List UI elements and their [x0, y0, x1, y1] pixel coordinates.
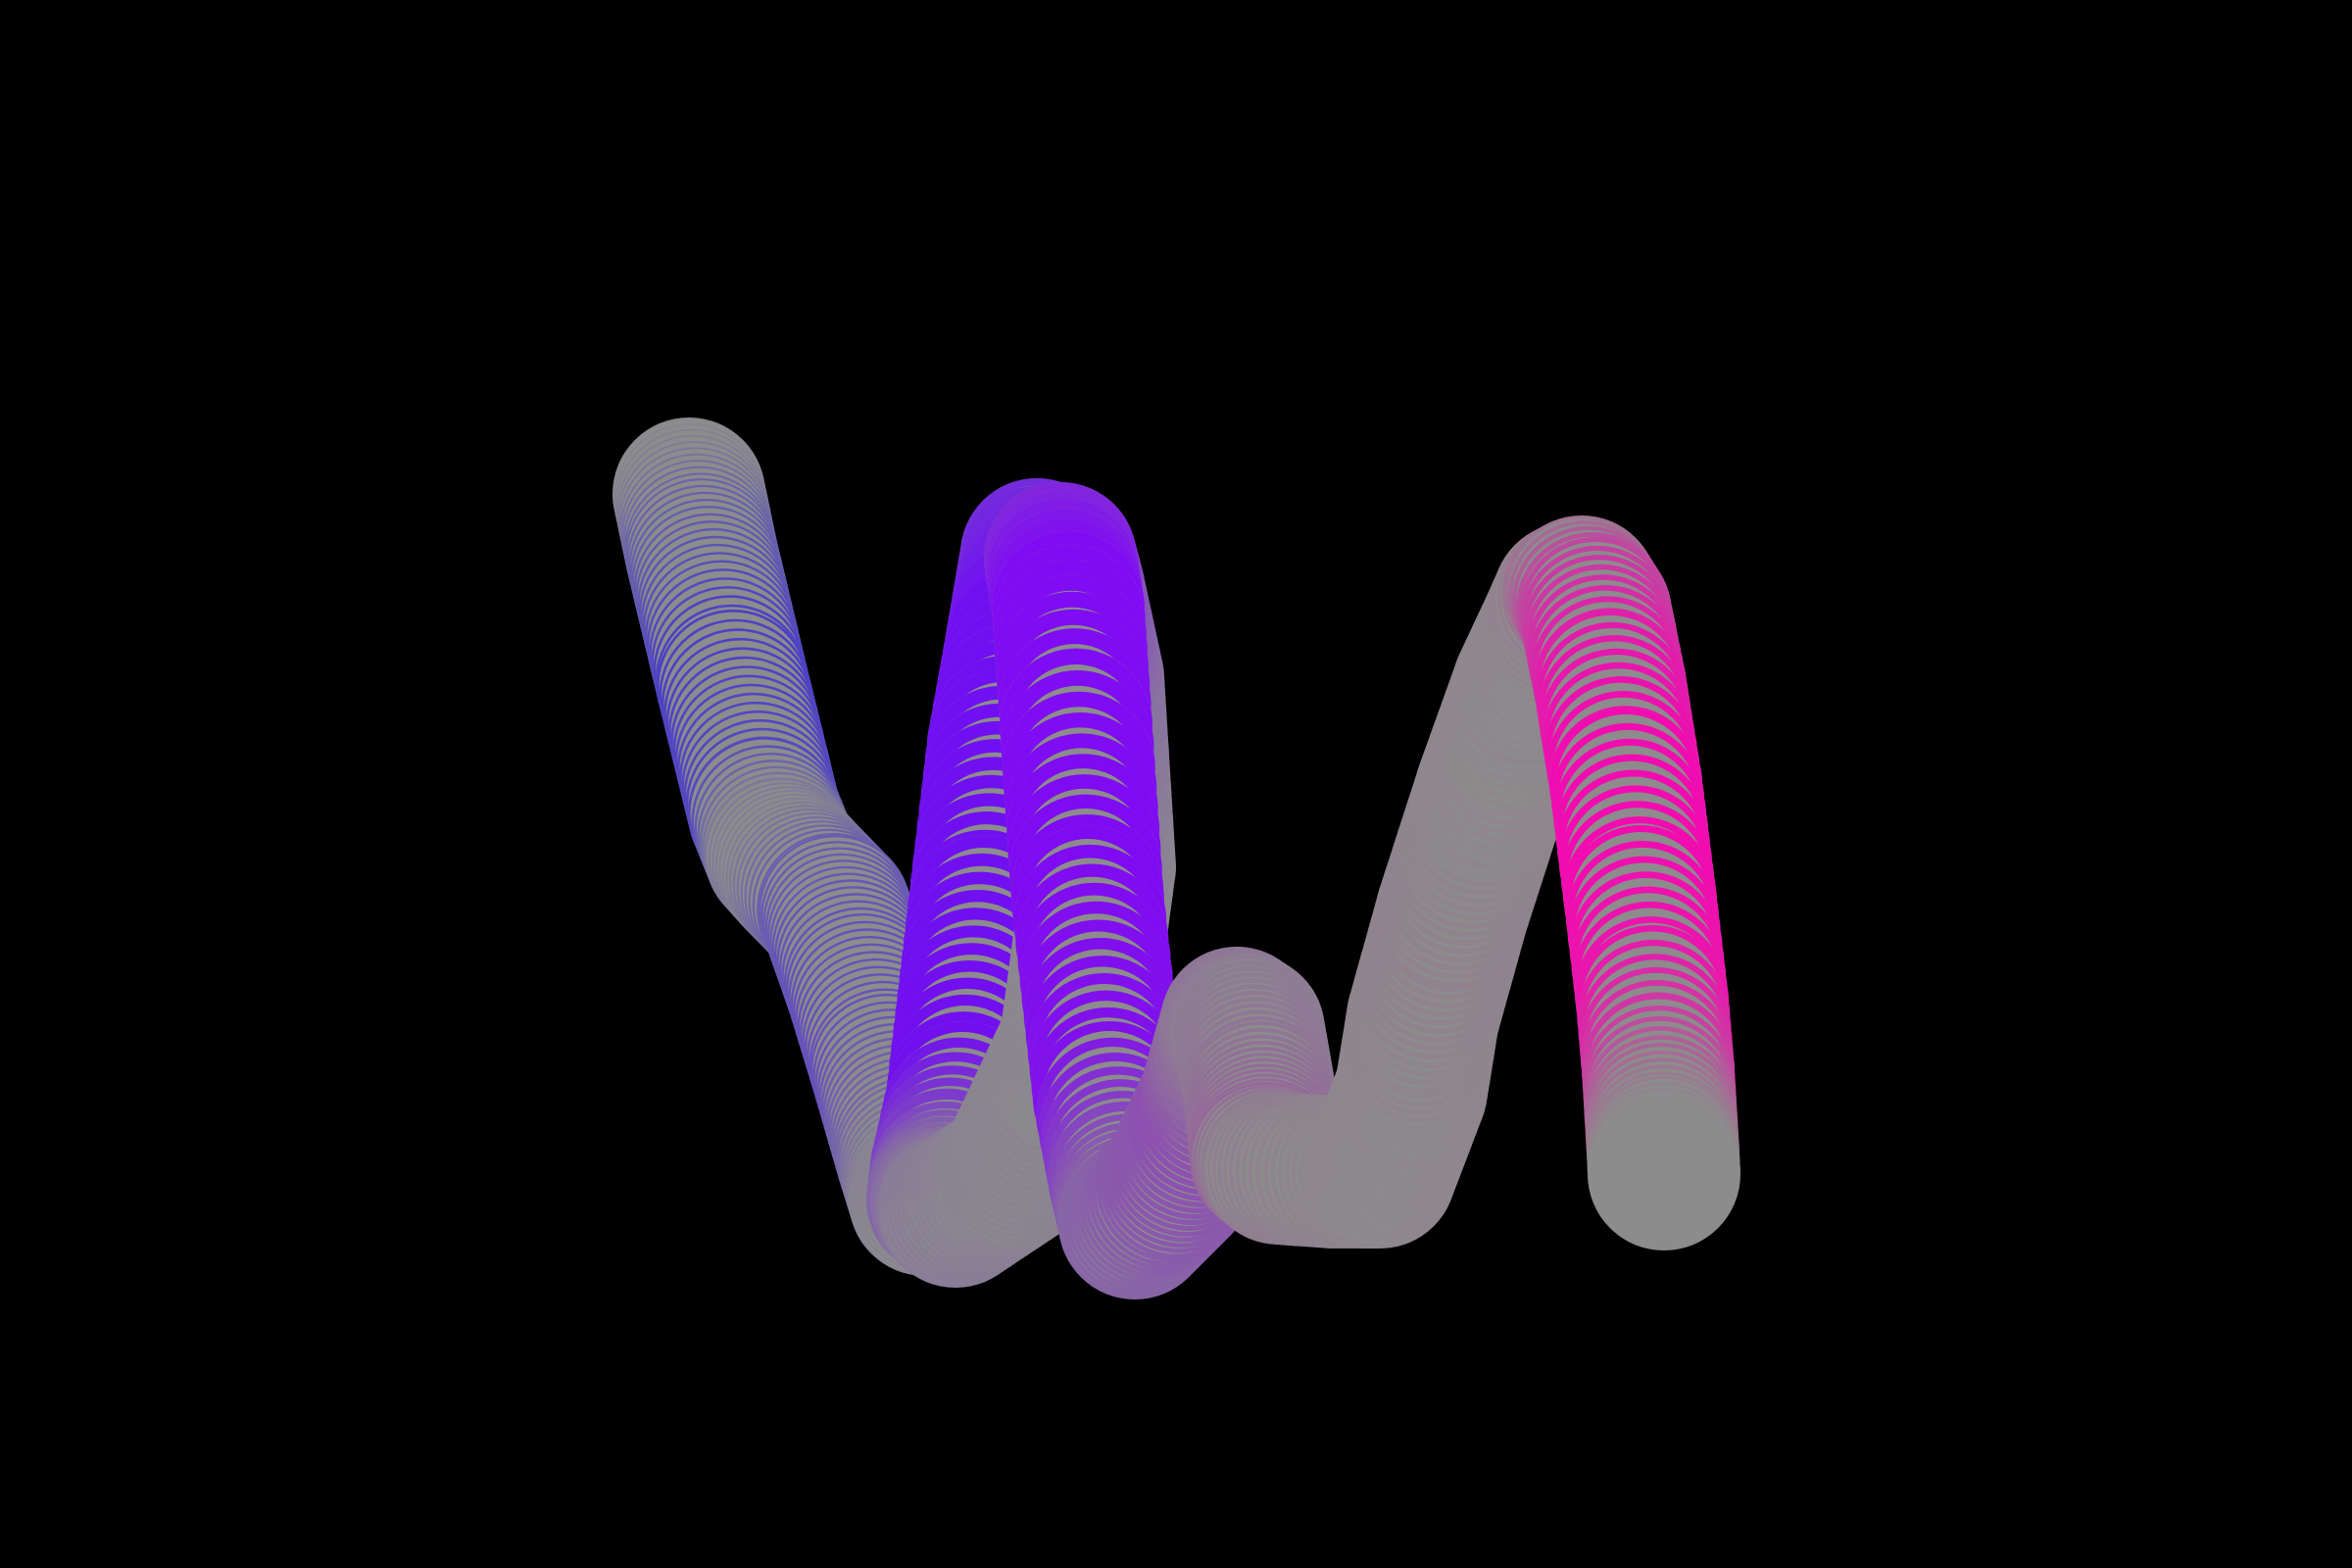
- scribble-stroke: [612, 416, 1740, 1300]
